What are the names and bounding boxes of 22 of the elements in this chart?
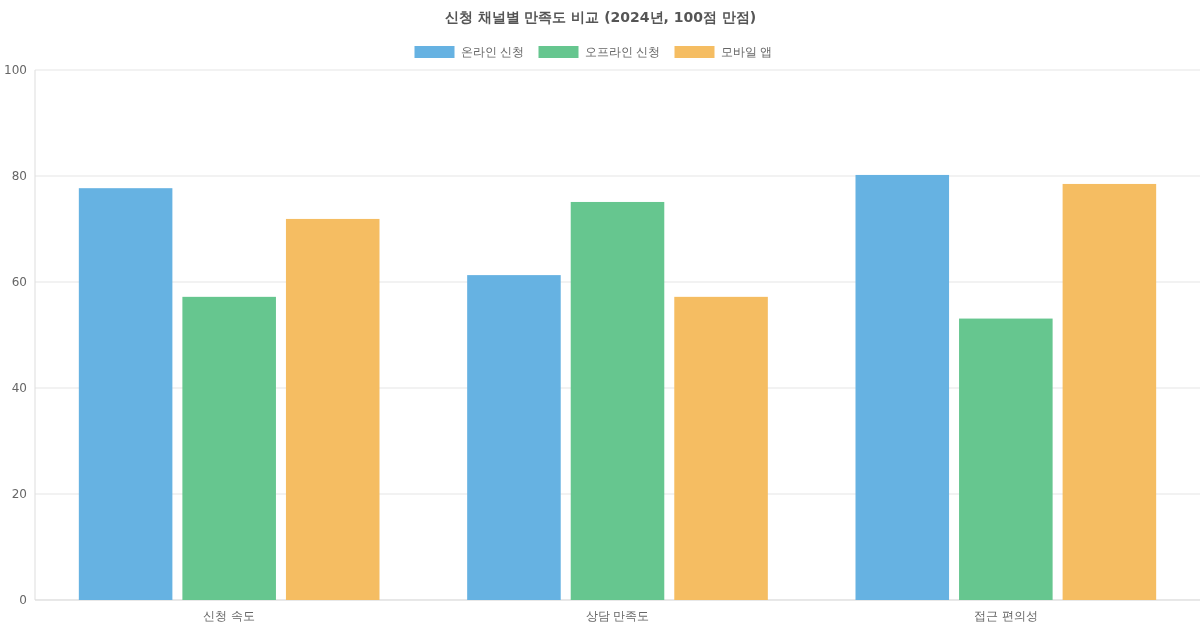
bar	[182, 296, 276, 600]
y-tick-label: 40	[11, 381, 27, 396]
x-tick-label: 접근 편의성	[973, 609, 1038, 623]
bar	[1062, 183, 1157, 600]
y-tick-label: 20	[11, 487, 27, 502]
y-tick-label: 100	[4, 63, 27, 78]
bar	[78, 188, 173, 600]
y-tick-label: 60	[11, 275, 27, 290]
bar	[285, 218, 380, 600]
x-tick-label: 신청 속도	[203, 609, 256, 623]
legend-label: 온라인 신청	[460, 45, 525, 60]
legend-label: 모바일 앱	[720, 45, 773, 60]
x-tick-label: 상담 만족도	[585, 609, 650, 623]
bar	[570, 201, 665, 600]
bar	[674, 296, 768, 600]
bar	[959, 318, 1053, 600]
y-tick-label: 0	[19, 593, 27, 608]
bar	[855, 174, 950, 600]
legend-label: 오프라인 신청	[584, 45, 661, 60]
chart-title: 신청 채널별 만족도 비교 (2024년, 100점 만점)	[444, 9, 757, 25]
bar	[467, 275, 561, 600]
y-tick-label: 80	[11, 169, 27, 184]
